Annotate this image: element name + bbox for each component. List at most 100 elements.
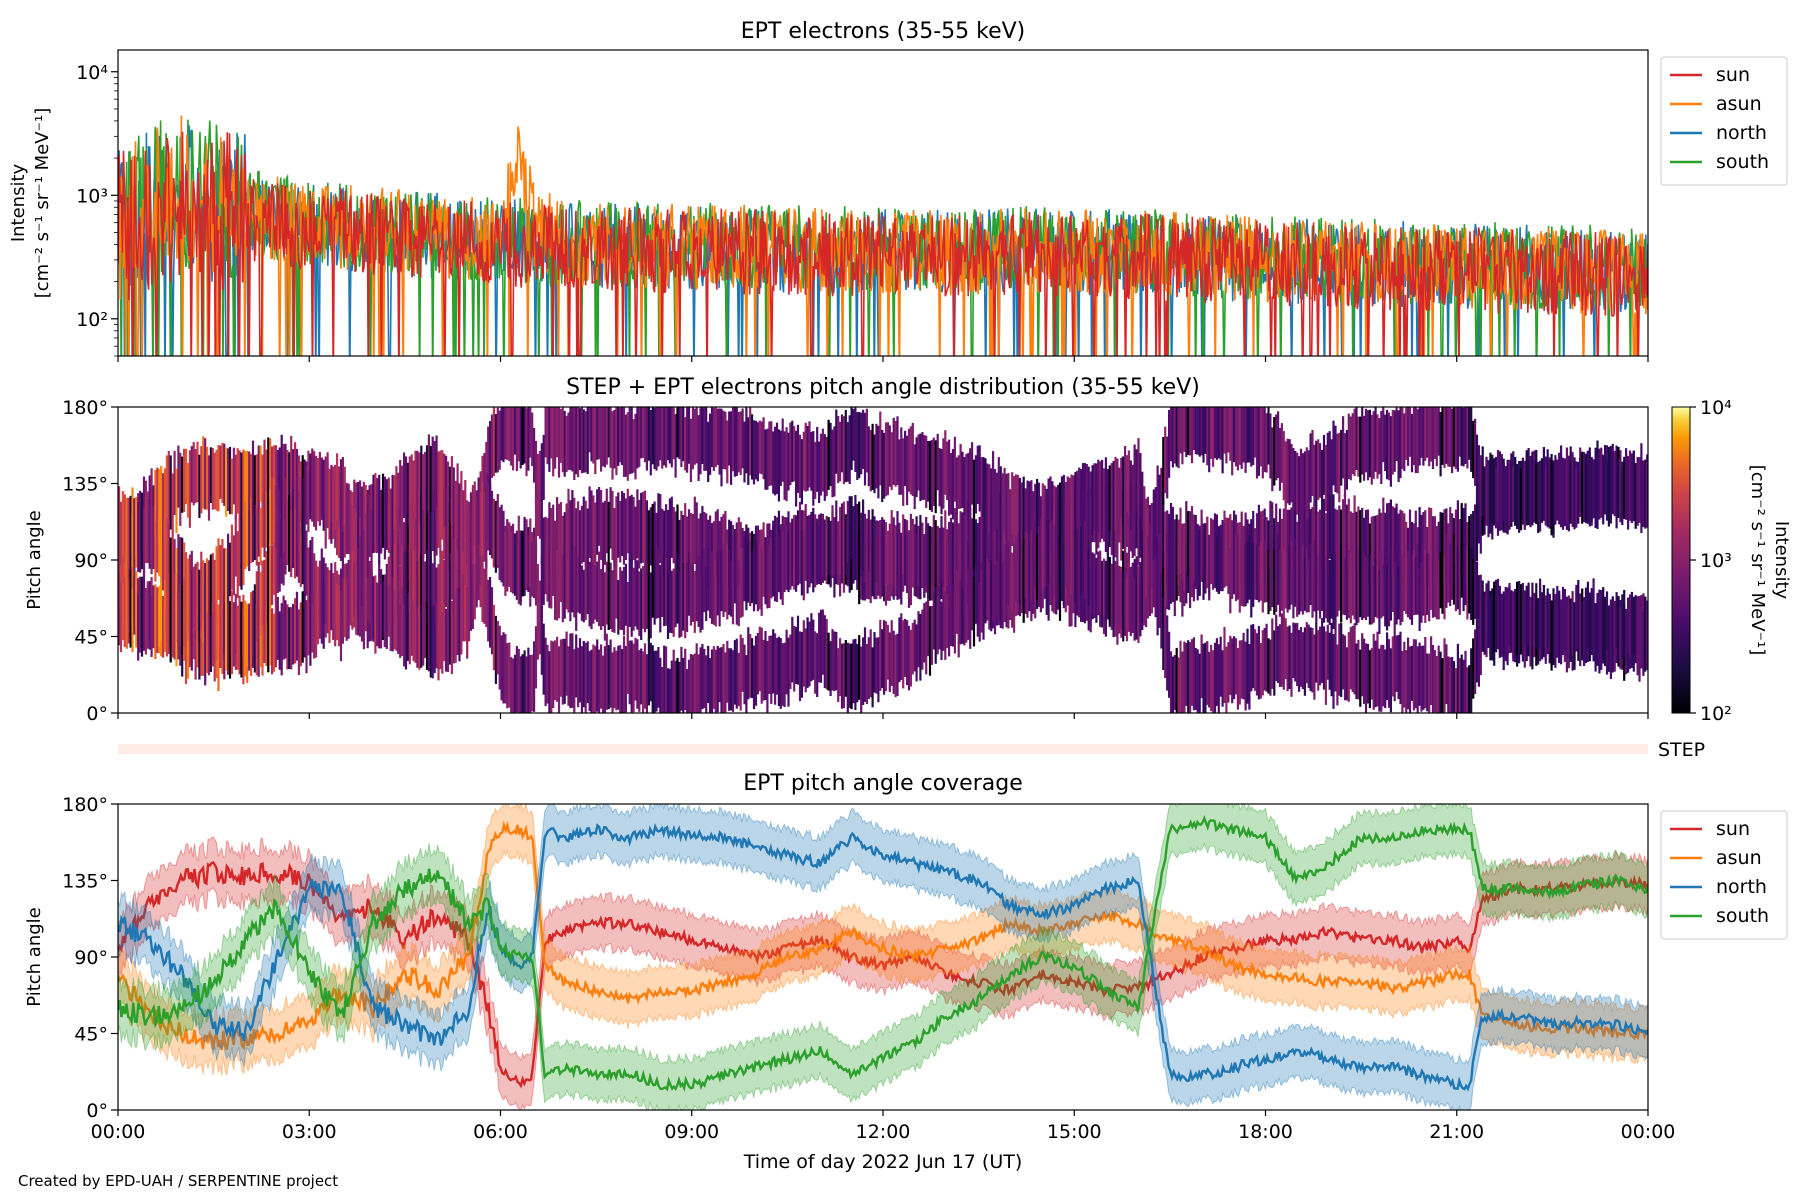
pad-column — [559, 408, 562, 463]
pad-column — [978, 517, 981, 577]
pad-column — [666, 668, 670, 713]
pad-column — [1273, 630, 1276, 696]
colorbar-label-line1: Intensity — [1771, 521, 1792, 600]
pad-column — [816, 426, 819, 492]
pad-column — [198, 615, 201, 680]
pad-column — [578, 510, 582, 576]
pad-column — [1386, 409, 1389, 480]
pad-column — [565, 541, 568, 610]
pad-column — [238, 514, 241, 587]
pad-column — [1422, 407, 1425, 466]
pad-column — [1047, 549, 1050, 621]
pad-column — [475, 539, 478, 608]
pad-column — [605, 407, 608, 465]
pad-column — [1282, 548, 1285, 619]
pad-column — [972, 576, 976, 647]
pad-column — [1164, 426, 1167, 494]
pad-column — [1143, 486, 1146, 554]
pad-column — [1108, 563, 1111, 627]
pad-column — [953, 591, 956, 654]
pad-column — [1489, 452, 1492, 524]
pad-column — [1265, 413, 1268, 473]
pad-column — [953, 554, 956, 615]
pad-column — [1619, 456, 1622, 519]
pad-column — [592, 562, 595, 624]
pad-column — [1393, 410, 1396, 472]
pad-column — [710, 551, 714, 624]
pad-column — [710, 649, 714, 713]
pad-column — [546, 539, 549, 602]
pad-column — [1072, 525, 1075, 601]
pad-column — [393, 589, 396, 650]
pad-column — [460, 500, 463, 569]
pad-column — [965, 454, 968, 519]
pad-column — [439, 605, 442, 670]
pad-column — [730, 560, 733, 617]
pad-column — [1137, 577, 1140, 643]
pad-column — [955, 570, 958, 634]
pad-column — [672, 649, 675, 713]
pad-column — [938, 448, 941, 507]
pad-column — [1460, 654, 1463, 713]
pad-column — [1621, 466, 1624, 525]
pad-column — [603, 572, 606, 641]
pad-column — [1332, 420, 1335, 486]
pad-column — [752, 645, 756, 710]
pad-column — [1449, 407, 1452, 467]
pad-column — [598, 649, 601, 713]
pad-column — [1399, 631, 1402, 705]
pad-column — [1292, 547, 1295, 619]
pad-column — [984, 495, 987, 564]
pad-column — [305, 466, 308, 525]
pad-column — [1087, 466, 1090, 541]
pad-column — [594, 502, 597, 565]
pad-column — [445, 497, 448, 560]
pad-column — [146, 584, 149, 649]
pad-column — [802, 529, 805, 601]
pad-column — [808, 421, 811, 488]
pad-column — [766, 640, 769, 713]
pad-column — [521, 536, 524, 597]
pad-column — [603, 500, 606, 565]
pad-column — [1026, 480, 1029, 539]
pad-column — [458, 483, 461, 542]
pad-column — [588, 407, 591, 453]
pad-column — [840, 503, 844, 581]
pad-column — [837, 522, 840, 580]
pad-column — [1275, 553, 1278, 613]
pad-column — [1210, 407, 1213, 459]
pad-column — [1181, 549, 1184, 617]
pad-column — [1280, 552, 1283, 611]
pad-column — [1500, 454, 1503, 526]
pad-column — [913, 524, 916, 584]
pad-column — [441, 550, 444, 621]
pad-column — [615, 650, 618, 711]
pad-column — [844, 409, 847, 483]
pad-column — [1353, 623, 1356, 695]
pad-column — [1502, 591, 1505, 649]
pad-column — [441, 612, 444, 674]
pad-column — [517, 649, 520, 713]
pad-column — [1177, 657, 1180, 713]
pad-column — [613, 508, 616, 567]
pad-column — [703, 648, 706, 709]
pad-column — [1317, 555, 1320, 611]
pad-column — [332, 574, 335, 641]
pad-column — [163, 516, 167, 582]
pad-column — [1483, 594, 1486, 655]
pad-column — [1305, 447, 1308, 520]
pad-column — [1584, 591, 1588, 656]
pad-column — [854, 495, 857, 563]
pad-column — [1407, 407, 1410, 466]
pad-column — [1391, 547, 1394, 612]
pad-column — [425, 445, 429, 514]
pad-column — [691, 654, 694, 713]
pad-column — [569, 500, 572, 555]
pad-column — [1116, 491, 1119, 557]
pad-column — [303, 467, 306, 537]
pad-column — [1472, 511, 1475, 575]
pad-column — [848, 415, 851, 484]
pad-column — [1271, 427, 1274, 492]
pad-column — [345, 578, 348, 636]
pad-column — [923, 603, 926, 663]
